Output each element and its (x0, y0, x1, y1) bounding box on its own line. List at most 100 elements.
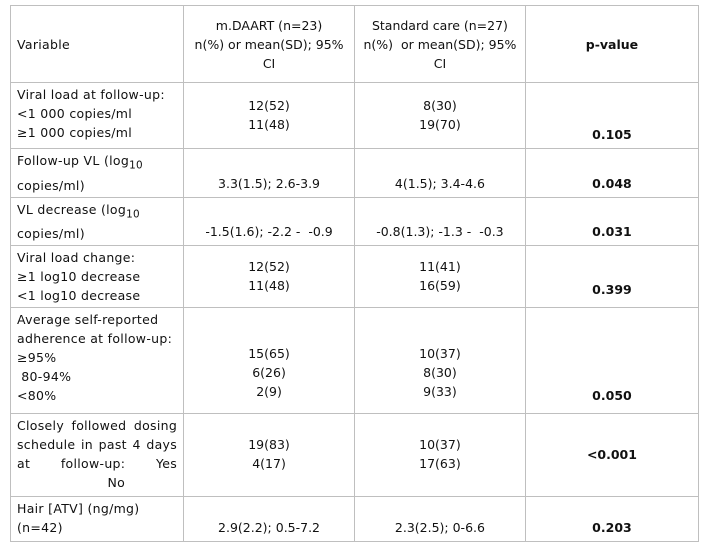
cell-line: n(%) or mean(SD); 95% (194, 36, 344, 52)
standard-cell: 10(37) 8(30) 9(33) (353, 307, 526, 414)
cell-line: 10(37) (419, 346, 461, 361)
p-value-cell: <0.001 (524, 413, 700, 497)
cell-line: <1 000 copies/ml (17, 106, 133, 121)
cell-line: 2.3(2.5); 0-6.6 (394, 520, 485, 535)
standard-cell: 4(1.5); 3.4-4.6 (353, 148, 526, 198)
p-value-cell: 0.203 (524, 496, 700, 542)
cell-line: 8(30) (423, 97, 457, 113)
table-header: Variable m.DAART (n=23) n(%) or mean(SD); … (9, 5, 700, 83)
cell-line: 4(17) (252, 456, 286, 471)
cell-line: 11(41) (419, 258, 461, 274)
header-cell: m.DAART (n=23) n(%) or mean(SD); 95% CI (183, 5, 355, 83)
cell-line: Variable (17, 36, 71, 52)
p-value-cell: 0.399 (524, 245, 700, 308)
standard-cell: 8(30) 19(70) (353, 82, 526, 149)
cell-line: p-value (585, 36, 639, 52)
table-row: VL decrease (log10 copies/ml) -1.5(1.6); -… (9, 196, 700, 246)
cell-line: 12(52) (248, 97, 290, 113)
cell-line: 19(70) (419, 116, 461, 132)
daart-cell: 19(83) 4(17) (183, 413, 355, 497)
cell-line: 80-94% (17, 369, 72, 384)
cell-line: m.DAART (n=23) (215, 17, 323, 33)
cell-line: Viral load change: (17, 250, 136, 265)
daart-cell: 2.9(2.2); 0.5-7.2 (183, 496, 355, 542)
table-row: Closely followed dosing schedule in past … (9, 413, 700, 497)
variable-cell: Hair [ATV] (ng/mg) (n=42) (9, 496, 185, 542)
table-row: Follow-up VL (log10 copies/ml) 3.3(1.5); 2… (9, 148, 700, 198)
results-table: Variable m.DAART (n=23) n(%) or mean(SD); … (9, 5, 700, 542)
cell-line: 3.3(1.5); 2.6-3.9 (218, 175, 321, 191)
p-value-cell: 0.105 (524, 82, 700, 149)
cell-line: 2(9) (256, 384, 282, 399)
variable-cell: Viral load change: ≥1 log10 decrease <1 lo… (9, 245, 185, 308)
standard-cell: 2.3(2.5); 0-6.6 (353, 496, 526, 542)
cell-line: 6(26) (252, 365, 286, 380)
cell-line: Hair [ATV] (ng/mg) (17, 501, 140, 516)
cell-line: Closely followed dosing (17, 418, 178, 433)
daart-cell: 12(52) 11(48) (183, 245, 355, 308)
cell-line: Viral load at follow-up: (17, 87, 165, 102)
cell-line: 2.9(2.2); 0.5-7.2 (218, 520, 321, 535)
cell-line: 11(48) (248, 116, 290, 132)
variable-cell: Follow-up VL (log10 copies/ml) (9, 148, 185, 198)
cell-line: <1 log10 decrease (17, 288, 141, 303)
cell-line: n(%) or mean(SD); 95% (363, 36, 517, 52)
p-value-cell: 0.031 (524, 196, 700, 246)
cell-line: Average self-reported (17, 312, 159, 327)
variable-cell: Average self-reported adherence at follow… (9, 307, 185, 414)
cell-line: 4(1.5); 3.4-4.6 (394, 175, 485, 191)
cell-line: 11(48) (248, 277, 290, 293)
daart-cell: 12(52) 11(48) (183, 82, 355, 149)
cell-line: <80% (17, 388, 57, 403)
cell-line: ≥1 000 copies/ml (17, 125, 133, 140)
cell-line: ≥1 log10 decrease (17, 269, 141, 284)
cell-line: 9(33) (423, 384, 457, 399)
variable-cell: VL decrease (log10 copies/ml) (9, 196, 185, 246)
line-text: VL decrease (log (17, 201, 127, 217)
p-value-cell: 0.048 (524, 148, 700, 198)
cell-line: -1.5(1.6); -2.2 - -0.9 (205, 224, 333, 239)
daart-cell: 15(65) 6(26) 2(9) (183, 307, 355, 414)
table-row: Hair [ATV] (ng/mg) (n=42) 2.9(2.2); 0.5-7.… (9, 496, 700, 542)
daart-cell: 3.3(1.5); 2.6-3.9 (183, 148, 355, 198)
cell-line: 10(37) (419, 437, 461, 452)
cell-line: 16(59) (419, 277, 461, 293)
variable-cell: Viral load at follow-up: <1 000 copies/ml… (9, 82, 185, 149)
p-value-cell: 0.050 (524, 307, 700, 414)
cell-line: (n=42) (17, 520, 63, 535)
cell-line: 12(52) (248, 258, 290, 274)
standard-cell: 10(37) 17(63) (353, 413, 526, 497)
cell-line: CI (433, 55, 447, 71)
cell-line: copies/ml) (17, 177, 85, 193)
cell-line: 19(83) (248, 437, 290, 452)
header-cell: p-value (524, 5, 700, 83)
cell-line: VL decrease (log10 (17, 200, 177, 225)
header-cell: Standard care (n=27) n(%) or mean(SD); 95… (353, 5, 526, 83)
table-row: Viral load change: ≥1 log10 decrease <1 lo… (9, 245, 700, 308)
cell-line: adherence at follow-up: (17, 331, 173, 346)
cell-line: CI (262, 55, 276, 71)
cell-line: copies/ml) (17, 226, 85, 241)
standard-cell: -0.8(1.3); -1.3 - -0.3 (353, 196, 526, 246)
variable-cell: Closely followed dosing schedule in past … (9, 413, 185, 497)
daart-cell: -1.5(1.6); -2.2 - -0.9 (183, 196, 355, 246)
cell-line: -0.8(1.3); -1.3 - -0.3 (376, 224, 504, 239)
cell-line: Standard care (n=27) (371, 17, 508, 33)
header-cell: Variable (9, 5, 185, 83)
line-text: Follow-up VL (log (17, 153, 130, 168)
standard-cell: 11(41) 16(59) (353, 245, 526, 308)
cell-line: schedule in past 4 days (17, 437, 178, 452)
table-row: Average self-reported adherence at follow… (9, 307, 700, 414)
cell-line: at follow-up: Yes (17, 456, 178, 471)
cell-line: No (107, 475, 126, 490)
cell-line: 17(63) (419, 456, 461, 471)
subscript: 10 (129, 159, 143, 172)
table-body: Viral load at follow-up: <1 000 copies/ml… (9, 82, 700, 542)
table-row: Viral load at follow-up: <1 000 copies/ml… (9, 82, 700, 149)
cell-line: Follow-up VL (log10 (17, 151, 177, 176)
subscript: 10 (126, 208, 140, 220)
cell-line: 8(30) (423, 365, 457, 380)
cell-line: 15(65) (248, 346, 290, 361)
cell-line: ≥95% (17, 350, 57, 365)
